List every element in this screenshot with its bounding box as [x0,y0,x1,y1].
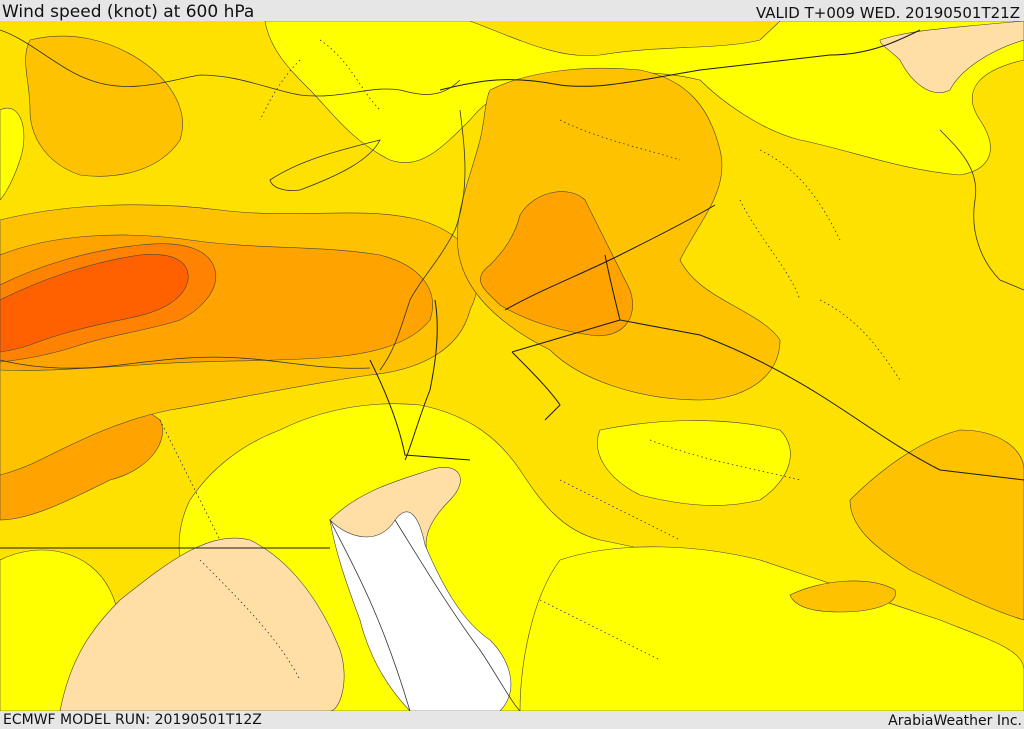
zone-yellow-north [264,21,1024,176]
country-borders [0,29,1024,549]
dotted-turkey-provinces [259,39,681,161]
model-run-label: ECMWF MODEL RUN: 20190501T12Z [3,712,262,728]
coast-redsea-east [394,519,521,711]
border-syria-iraq [504,204,716,311]
coast-levant [379,109,466,371]
internal-boundaries [159,39,901,681]
zone-white-sea [329,511,512,711]
zone-yellow-west-coast [0,107,25,201]
zone-yellow-east [597,420,791,506]
border-turkey-south [439,29,921,91]
map-title: Wind speed (knot) at 600 hPa [2,2,255,22]
zone-orange-east [849,429,1024,621]
zone-beige-northeast [879,21,1024,93]
coast-gulf [939,129,1024,291]
zone-orange-east-lower [789,580,896,613]
coast-cyprus [269,139,381,191]
coast-turkey [0,29,461,97]
border-jordan-saudi [604,254,1024,481]
dotted-egypt [159,419,301,681]
zone-orange-west-top [25,35,183,177]
zone-beige-south [59,537,345,711]
valid-time-label: VALID T+009 WED. 20190501T21Z [755,4,1020,22]
zone-dark-orange-inner [0,254,189,353]
dotted-iraq [739,149,901,381]
coast-redsea-west [329,519,411,711]
zone-deep-orange-jordan [480,191,633,337]
coastlines [0,29,1024,711]
border-sinai [369,359,471,461]
footer-bar: ECMWF MODEL RUN: 20190501T12Z ArabiaWeat… [0,711,1024,729]
wind-speed-map [0,21,1024,711]
credit-label: ArabiaWeather Inc. [888,713,1022,729]
coast-egypt [0,356,371,369]
zone-yellow-southeast [519,546,1024,711]
border-saudi-west [511,351,561,421]
dotted-saudi [539,439,801,661]
border-israel [404,299,438,461]
border-saudi-iraq [511,319,621,353]
header-bar: Wind speed (knot) at 600 hPa VALID T+009… [0,0,1024,22]
